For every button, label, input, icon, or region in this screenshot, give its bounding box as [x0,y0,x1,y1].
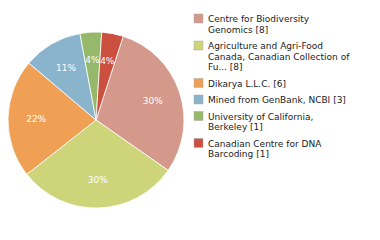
pie [8,32,184,208]
legend-label: Canadian Centre for DNABarcoding [1] [208,139,322,160]
legend-label-line: Dikarya L.L.C. [6] [208,79,286,89]
legend-label: University of California,Berkeley [1] [208,112,313,133]
legend-item: Agriculture and Agri-FoodCanada, Canadia… [194,41,350,72]
legend-label-line: Canadian Centre for DNA [208,139,322,149]
chart: 30% 30% 22% 11% 4%4% Centre for BiodiversityG… [0,0,380,240]
legend-item: Dikarya L.L.C. [6] [194,79,286,89]
legend: Centre for BiodiversityGenomics [8] Agric… [194,14,350,159]
legend-label-line: Agriculture and Agri-Food [208,41,323,51]
data-label: 30% [143,96,163,106]
legend-label: Mined from GenBank, NCBI [3] [208,95,346,105]
data-label: 4% [85,55,100,65]
legend-label-line: Centre for Biodiversity [208,14,310,24]
legend-swatch [194,112,203,121]
legend-label-line: Berkeley [1] [208,122,263,132]
legend-swatch [194,79,203,88]
data-label: 22% [26,114,46,124]
legend-label-line: Canada, Canadian Collection of [208,52,350,62]
legend-label: Centre for BiodiversityGenomics [8] [208,14,310,35]
legend-label-line: Barcoding [1] [208,149,269,159]
legend-label-line: Mined from GenBank, NCBI [3] [208,95,346,105]
pie-slice [96,32,123,120]
data-labels: 30% 30% 22% 11% 4%4% [26,55,163,185]
legend-swatch [194,139,203,148]
legend-swatch [194,95,203,104]
legend-label-line: Genomics [8] [208,25,268,35]
legend-swatch [194,14,203,23]
legend-item: Canadian Centre for DNABarcoding [1] [194,139,322,160]
legend-item: Centre for BiodiversityGenomics [8] [194,14,310,35]
legend-label-line: University of California, [208,112,313,122]
data-label: 4% [100,56,115,66]
legend-item: Mined from GenBank, NCBI [3] [194,95,346,105]
legend-label: Agriculture and Agri-FoodCanada, Canadia… [208,41,350,72]
legend-item: University of California,Berkeley [1] [194,112,313,133]
data-label: 30% [88,175,108,185]
legend-label-line: Fu... [8] [208,62,243,72]
legend-swatch [194,41,203,50]
legend-label: Dikarya L.L.C. [6] [208,79,286,89]
data-label: 11% [56,63,76,73]
